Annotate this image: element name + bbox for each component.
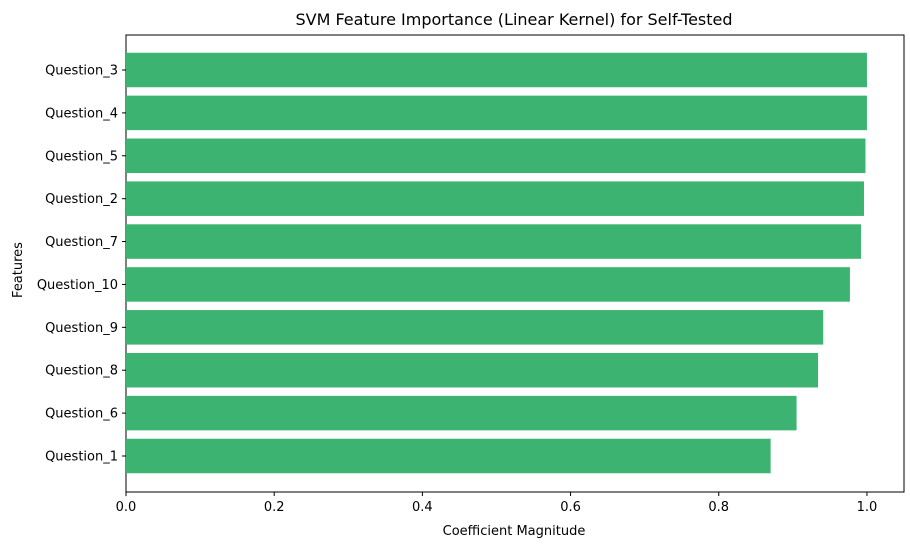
y-tick-label: Question_2 — [45, 192, 118, 207]
bar-question-3 — [126, 52, 867, 88]
x-tick-label: 0.8 — [708, 500, 729, 515]
y-tick-label: Question_5 — [45, 149, 118, 164]
x-axis-label: Coefficient Magnitude — [443, 524, 586, 539]
y-tick-label: Question_1 — [45, 450, 118, 465]
bar-question-10 — [126, 267, 850, 302]
y-tick-label: Question_8 — [45, 364, 118, 379]
x-tick-label: 0.0 — [116, 500, 137, 515]
y-tick-label: Question_4 — [45, 106, 118, 121]
y-axis-label: Features — [11, 242, 26, 298]
plot-area — [125, 34, 905, 493]
x-tick-label: 0.4 — [412, 500, 433, 515]
y-tick-label: Question_3 — [45, 64, 118, 79]
bar-question-7 — [126, 224, 862, 259]
bars-layer — [126, 52, 867, 474]
bar-question-6 — [126, 395, 797, 431]
plot-frame — [125, 34, 905, 493]
y-tick-label: Question_9 — [45, 321, 118, 336]
x-tick-label: 0.2 — [264, 500, 285, 515]
bar-question-1 — [126, 438, 771, 474]
x-tick-label: 0.6 — [560, 500, 581, 515]
x-tick-label: 1.0 — [857, 500, 878, 515]
y-tick-label: Question_7 — [45, 235, 118, 250]
bar-question-9 — [126, 310, 824, 345]
y-axis-ticks: Question_3 Question_4 Question_5 Question_2… — [37, 64, 126, 465]
y-tick-label: Question_10 — [37, 278, 118, 293]
bar-question-2 — [126, 181, 864, 216]
bar-question-8 — [126, 352, 819, 388]
bar-question-5 — [126, 138, 866, 174]
chart-title: SVM Feature Importance (Linear Kernel) f… — [295, 10, 732, 29]
y-tick-label: Question_6 — [45, 407, 118, 422]
bar-question-4 — [126, 95, 867, 131]
x-axis-ticks: 0.0 0.2 0.4 0.6 0.8 1.0 — [116, 492, 878, 515]
